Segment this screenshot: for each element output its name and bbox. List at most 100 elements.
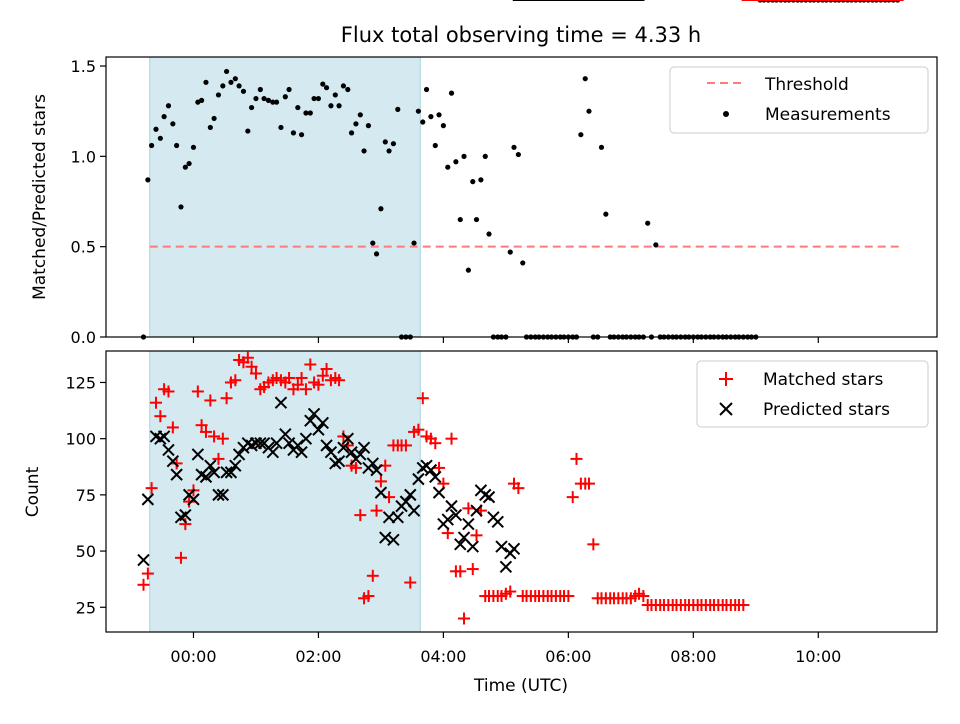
predicted-star-point xyxy=(470,504,483,517)
matched-star-point xyxy=(349,461,362,474)
count-xtick-label: 04:00 xyxy=(420,647,466,666)
measurement-point xyxy=(345,86,351,93)
measurement-point xyxy=(145,177,151,183)
measurement-point xyxy=(303,110,309,116)
predicted-star-point-b xyxy=(407,504,421,517)
matched-star-point xyxy=(587,538,600,551)
measurement-point xyxy=(340,83,347,89)
measurement-point xyxy=(511,144,517,150)
measurement-point xyxy=(598,144,605,150)
measurement-point xyxy=(645,220,651,226)
measurement-point xyxy=(457,216,463,223)
ratio-ytick-label: 0.5 xyxy=(71,238,96,257)
measurement-point xyxy=(336,103,342,109)
count-ytick-label: 100 xyxy=(65,430,96,449)
matched-star-point xyxy=(141,567,154,580)
count-xtick-label: 08:00 xyxy=(670,647,716,666)
predicted-star-point-b xyxy=(391,511,404,524)
matched-star-point xyxy=(283,371,296,384)
matched-star-point xyxy=(566,491,579,504)
count-legend-box xyxy=(696,360,929,428)
measurement-point xyxy=(315,95,322,102)
matched-star-point xyxy=(154,410,167,423)
ratio-legend: Threshold Measurements xyxy=(669,66,929,134)
predicted-star-point-b xyxy=(304,414,317,427)
matched-star-point xyxy=(291,378,304,391)
count-panel: 25 50 75 100 125 00:00 02:00 04:00 06:00 08:00 10… xyxy=(23,0,938,696)
predicted-star-point-b xyxy=(432,486,446,499)
predicted-star-point xyxy=(354,448,367,461)
measurement-point xyxy=(273,99,280,105)
predicted-star-point-b xyxy=(254,436,267,450)
measurement-point xyxy=(245,128,251,134)
predicted-star-point-b xyxy=(299,432,313,445)
matched-star-point xyxy=(504,585,517,598)
measurement-point xyxy=(357,112,363,118)
predicted-star-point xyxy=(407,504,421,517)
matched-star-point xyxy=(295,371,308,384)
measurement-point xyxy=(465,267,471,273)
measurement-point xyxy=(270,99,276,105)
matched-star-point xyxy=(166,421,179,434)
predicted-star-point-b xyxy=(274,396,288,409)
predicted-star-point xyxy=(274,396,288,409)
predicted-star-point xyxy=(466,540,479,553)
predicted-star-point-b xyxy=(457,531,471,544)
predicted-star-point xyxy=(379,531,392,544)
measurement-point xyxy=(353,121,359,127)
matched-star-point xyxy=(304,358,317,371)
predicted-star-point-b xyxy=(324,445,338,459)
predicted-star-point xyxy=(495,540,508,553)
predicted-star-point-b xyxy=(266,445,280,459)
measurement-point xyxy=(486,231,492,237)
predicted-star-point xyxy=(357,441,371,454)
measurement-point xyxy=(420,119,426,125)
measurement-point xyxy=(507,249,513,255)
predicted-star-point-b xyxy=(454,538,467,551)
predicted-star-point xyxy=(162,443,175,457)
measurement-point xyxy=(240,88,247,94)
measurement-point xyxy=(473,216,480,223)
predicted-star-point xyxy=(370,463,383,477)
predicted-star-point-b xyxy=(316,416,330,430)
chart-title: Flux total observing time = 4.33 h xyxy=(341,23,701,47)
matched-star-point xyxy=(204,394,217,407)
predicted-star-point-b xyxy=(495,540,508,553)
predicted-star-point-b xyxy=(341,432,355,445)
measurement-point xyxy=(578,132,584,138)
matched-star-point xyxy=(208,430,221,443)
matched-star-point xyxy=(445,432,458,445)
predicted-star-point-b xyxy=(462,517,475,531)
measurement-point xyxy=(415,108,422,114)
predicted-star-point-b xyxy=(445,499,458,513)
predicted-star-point-b xyxy=(179,508,192,522)
measurement-point xyxy=(361,148,367,154)
measurement-point xyxy=(323,85,330,91)
matched-star-point xyxy=(216,432,229,445)
predicted-star-point-b xyxy=(466,540,479,553)
predicted-star-point-b xyxy=(212,488,225,502)
matched-star-point xyxy=(220,392,233,405)
measurement-point xyxy=(265,97,272,103)
ratio-ytick-label: 1.5 xyxy=(71,57,96,76)
measurement-point xyxy=(440,123,446,129)
measurement-point xyxy=(328,103,334,109)
predicted-star-point-b xyxy=(166,454,180,468)
predicted-star-point xyxy=(295,445,308,459)
predicted-star-point xyxy=(432,486,446,499)
predicted-star-point xyxy=(141,493,155,506)
predicted-star-point xyxy=(137,553,150,567)
measurement-point xyxy=(203,79,209,85)
predicted-star-point xyxy=(187,493,200,506)
measurement-point xyxy=(373,251,380,257)
predicted-star-point-b xyxy=(216,488,230,502)
predicted-star-point-b xyxy=(307,407,321,421)
predicted-star-point xyxy=(441,513,454,526)
matched-star-point xyxy=(582,477,595,490)
matched-star-point xyxy=(312,378,325,391)
predicted-star-point-b xyxy=(232,448,246,461)
matched-star-point xyxy=(162,385,175,398)
predicted-star-point-b xyxy=(366,457,380,470)
measurement-point xyxy=(223,68,230,75)
matched-star-point xyxy=(412,423,425,436)
